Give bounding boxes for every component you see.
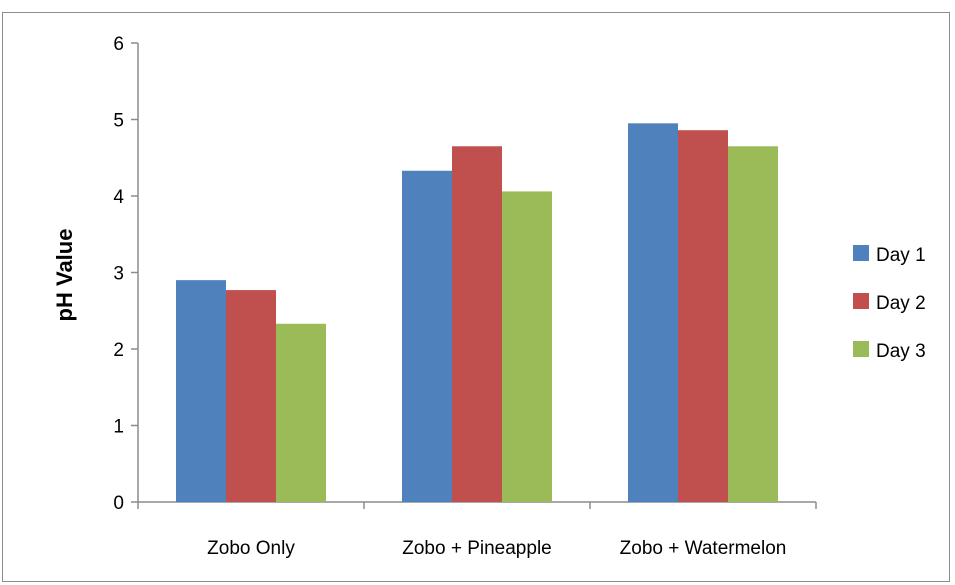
legend-swatch <box>853 341 869 357</box>
legend-swatch <box>853 293 869 309</box>
y-tick-label: 2 <box>113 340 124 361</box>
x-category-label: Zobo + Pineapple <box>402 538 551 559</box>
legend-label: Day 3 <box>876 341 926 362</box>
bar <box>678 130 728 502</box>
y-axis-title: pH Value <box>52 229 77 322</box>
x-category-label: Zobo + Watermelon <box>620 538 787 559</box>
bars <box>176 123 778 502</box>
bar <box>276 323 326 502</box>
y-tick-label: 1 <box>113 417 124 438</box>
legend-swatch <box>853 245 869 261</box>
y-axis: 0 1 2 3 4 5 6 <box>113 34 139 514</box>
bar <box>402 170 452 502</box>
y-tick-label: 0 <box>113 493 124 514</box>
y-tick-label: 5 <box>113 111 124 132</box>
bar <box>176 280 226 502</box>
legend: Day 1 Day 2 Day 3 <box>853 245 926 362</box>
bar <box>226 290 276 502</box>
x-axis: Zobo Only Zobo + Pineapple Zobo + Watermel… <box>137 501 817 559</box>
bar <box>452 146 502 502</box>
bar <box>502 191 552 502</box>
y-tick-label: 6 <box>113 34 124 55</box>
legend-label: Day 2 <box>876 293 926 314</box>
x-category-label: Zobo Only <box>207 538 295 559</box>
legend-label: Day 1 <box>876 245 926 266</box>
bar <box>728 146 778 502</box>
y-tick-label: 3 <box>113 264 124 285</box>
bar <box>628 123 678 502</box>
y-tick-label: 4 <box>113 187 124 208</box>
